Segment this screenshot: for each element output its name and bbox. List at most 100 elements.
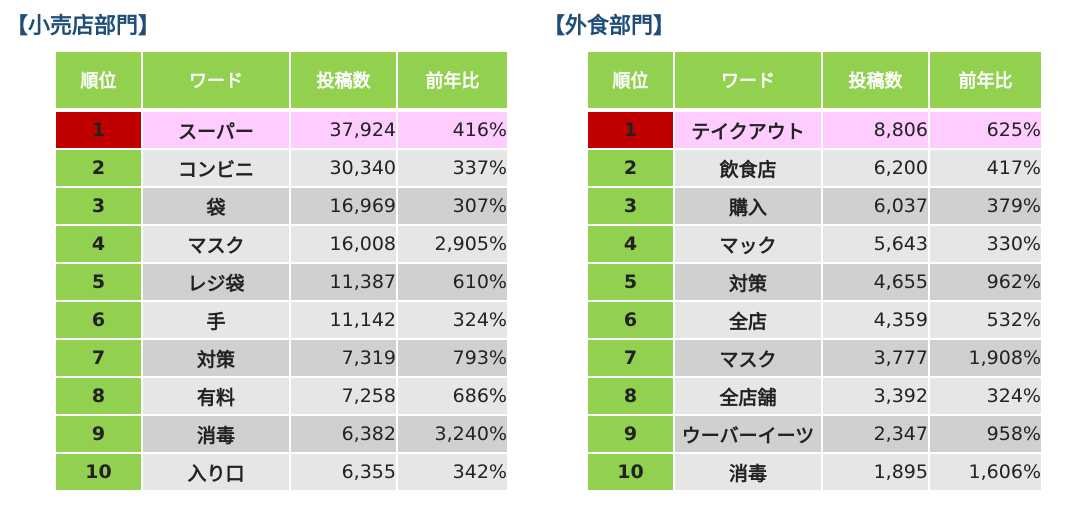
word-cell: 全店舗: [674, 377, 823, 416]
word-cell: マスク: [142, 225, 291, 264]
yoy-cell: 962%: [929, 263, 1041, 302]
yoy-cell: 337%: [397, 149, 507, 188]
posts-cell: 3,392: [822, 377, 930, 416]
table-row: 6 全店 4,359 532%: [588, 301, 1041, 340]
header-posts: 投稿数: [822, 52, 930, 108]
posts-cell: 3,777: [822, 339, 930, 378]
posts-cell: 4,359: [822, 301, 930, 340]
rank-cell: 9: [56, 415, 143, 454]
yoy-cell: 958%: [929, 415, 1041, 454]
yoy-cell: 379%: [929, 187, 1041, 226]
table-row: 1 スーパー 37,924 416%: [56, 112, 507, 150]
word-cell: 有料: [142, 377, 291, 416]
word-cell: 対策: [674, 263, 823, 302]
posts-cell: 6,200: [822, 149, 930, 188]
yoy-cell: 625%: [929, 112, 1041, 150]
posts-cell: 16,969: [290, 187, 398, 226]
rank-cell: 10: [588, 453, 675, 492]
rank-cell: 1: [588, 112, 675, 150]
rank-cell: 8: [588, 377, 675, 416]
table-row: 9 ウーバーイーツ 2,347 958%: [588, 415, 1041, 454]
table-row: 10 入り口 6,355 342%: [56, 453, 507, 492]
word-cell: 全店: [674, 301, 823, 340]
rank-cell: 7: [588, 339, 675, 378]
rank-cell: 4: [56, 225, 143, 264]
table-row: 5 対策 4,655 962%: [588, 263, 1041, 302]
rank-cell: 6: [56, 301, 143, 340]
posts-cell: 11,142: [290, 301, 398, 340]
yoy-cell: 1,908%: [929, 339, 1041, 378]
table-row: 6 手 11,142 324%: [56, 301, 507, 340]
yoy-cell: 3,240%: [397, 415, 507, 454]
table-row: 1 テイクアウト 8,806 625%: [588, 112, 1041, 150]
yoy-cell: 686%: [397, 377, 507, 416]
yoy-cell: 1,606%: [929, 453, 1041, 492]
header-posts: 投稿数: [290, 52, 398, 108]
table-row: 4 マスク 16,008 2,905%: [56, 225, 507, 264]
yoy-cell: 324%: [397, 301, 507, 340]
yoy-cell: 2,905%: [397, 225, 507, 264]
word-cell: 購入: [674, 187, 823, 226]
table-header-row: 順位 ワード 投稿数 前年比: [56, 52, 507, 108]
rank-cell: 6: [588, 301, 675, 340]
yoy-cell: 793%: [397, 339, 507, 378]
restaurant-section-title: 【外食部門】: [543, 14, 676, 39]
table-row: 3 購入 6,037 379%: [588, 187, 1041, 226]
posts-cell: 16,008: [290, 225, 398, 264]
word-cell: マック: [674, 225, 823, 264]
word-cell: スーパー: [142, 112, 291, 150]
table-row: 7 マスク 3,777 1,908%: [588, 339, 1041, 378]
posts-cell: 30,340: [290, 149, 398, 188]
header-yoy: 前年比: [397, 52, 507, 108]
table-row: 7 対策 7,319 793%: [56, 339, 507, 378]
word-cell: 対策: [142, 339, 291, 378]
retail-section-title: 【小売店部門】: [6, 14, 161, 39]
posts-cell: 6,355: [290, 453, 398, 492]
yoy-cell: 307%: [397, 187, 507, 226]
rank-cell: 1: [56, 112, 143, 150]
word-cell: マスク: [674, 339, 823, 378]
header-rank: 順位: [588, 52, 675, 108]
header-yoy: 前年比: [929, 52, 1041, 108]
posts-cell: 7,258: [290, 377, 398, 416]
word-cell: テイクアウト: [674, 112, 823, 150]
posts-cell: 5,643: [822, 225, 930, 264]
yoy-cell: 324%: [929, 377, 1041, 416]
word-cell: 飲食店: [674, 149, 823, 188]
table-row: 9 消毒 6,382 3,240%: [56, 415, 507, 454]
rank-cell: 2: [56, 149, 143, 188]
rank-cell: 10: [56, 453, 143, 492]
yoy-cell: 417%: [929, 149, 1041, 188]
word-cell: 消毒: [674, 453, 823, 492]
header-word: ワード: [142, 52, 291, 108]
posts-cell: 6,382: [290, 415, 398, 454]
rank-cell: 3: [588, 187, 675, 226]
posts-cell: 4,655: [822, 263, 930, 302]
yoy-cell: 342%: [397, 453, 507, 492]
posts-cell: 37,924: [290, 112, 398, 150]
rank-cell: 5: [56, 263, 143, 302]
table-row: 4 マック 5,643 330%: [588, 225, 1041, 264]
yoy-cell: 610%: [397, 263, 507, 302]
posts-cell: 6,037: [822, 187, 930, 226]
yoy-cell: 416%: [397, 112, 507, 150]
restaurant-ranking-table: 順位 ワード 投稿数 前年比 1 テイクアウト 8,806 625% 2 飲食店 6,200 417%…: [588, 52, 1041, 492]
rank-cell: 2: [588, 149, 675, 188]
word-cell: 袋: [142, 187, 291, 226]
posts-cell: 1,895: [822, 453, 930, 492]
rank-cell: 7: [56, 339, 143, 378]
table-row: 2 飲食店 6,200 417%: [588, 149, 1041, 188]
table-row: 10 消毒 1,895 1,606%: [588, 453, 1041, 492]
rank-cell: 3: [56, 187, 143, 226]
table-row: 8 全店舗 3,392 324%: [588, 377, 1041, 416]
retail-ranking-table: 順位 ワード 投稿数 前年比 1 スーパー 37,924 416% 2 コンビニ 30,340 337…: [56, 52, 507, 492]
rank-cell: 8: [56, 377, 143, 416]
table-row: 3 袋 16,969 307%: [56, 187, 507, 226]
posts-cell: 8,806: [822, 112, 930, 150]
posts-cell: 7,319: [290, 339, 398, 378]
table-row: 2 コンビニ 30,340 337%: [56, 149, 507, 188]
yoy-cell: 330%: [929, 225, 1041, 264]
word-cell: ウーバーイーツ: [674, 415, 823, 454]
table-row: 8 有料 7,258 686%: [56, 377, 507, 416]
rank-cell: 5: [588, 263, 675, 302]
